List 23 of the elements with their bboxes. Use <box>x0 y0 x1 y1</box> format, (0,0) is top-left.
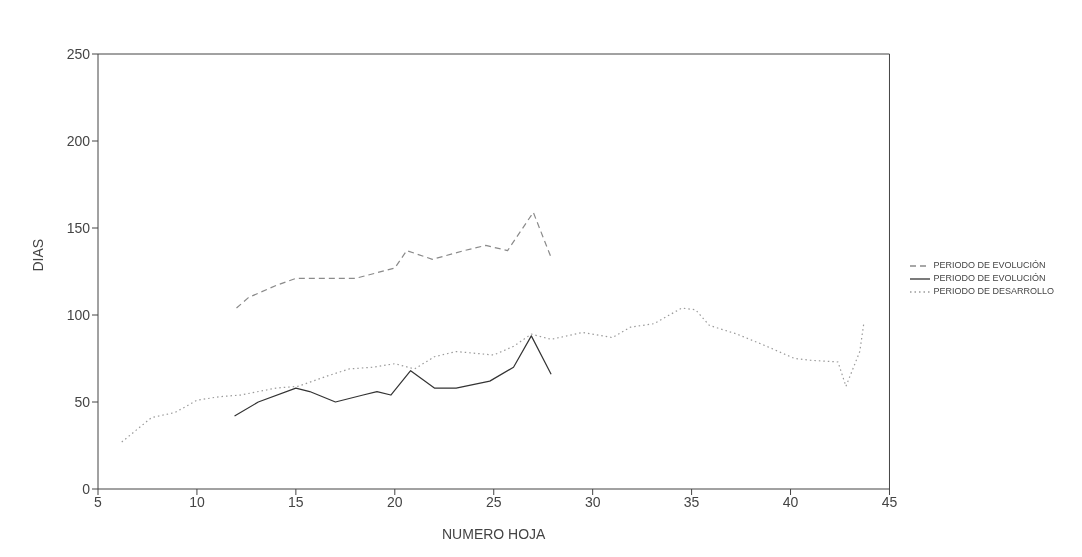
x-tick-label: 10 <box>189 493 205 510</box>
y-axis-title: DIAS <box>29 238 46 272</box>
line-series <box>235 211 552 309</box>
x-tick-label: 20 <box>387 493 403 510</box>
line-series <box>233 335 552 417</box>
legend-label: PERIODO DE EVOLUCIÓN <box>933 272 1046 285</box>
x-tick-label: 25 <box>485 493 502 510</box>
x-tick-label: 35 <box>683 493 700 510</box>
y-tick-label: 200 <box>66 132 91 149</box>
y-tick-label: 250 <box>66 45 91 62</box>
x-tick-label: 15 <box>288 493 304 510</box>
y-tick-label: 100 <box>66 306 91 323</box>
y-tick-label: 0 <box>82 480 91 497</box>
y-tick-label: 150 <box>66 219 91 236</box>
legend-label: PERIODO DE EVOLUCIÓN <box>933 259 1046 272</box>
x-tick-label: 30 <box>584 493 601 510</box>
x-axis-title: NUMERO HOJA <box>442 526 547 542</box>
legend-label: PERIODO DE DESARROLLO <box>933 285 1054 298</box>
x-tick-label: 45 <box>881 493 898 510</box>
x-tick-label: 5 <box>94 493 103 510</box>
line-series <box>121 307 865 443</box>
x-tick-label: 40 <box>782 493 799 510</box>
y-tick-label: 50 <box>74 393 91 410</box>
